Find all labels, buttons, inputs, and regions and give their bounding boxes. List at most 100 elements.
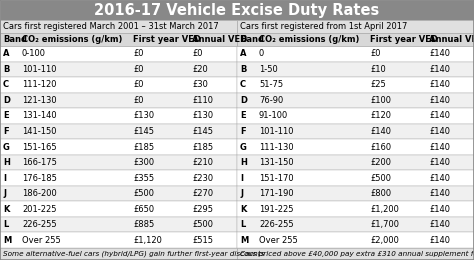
Text: CO₂ emissions (g/km): CO₂ emissions (g/km) bbox=[259, 35, 359, 44]
Text: £140: £140 bbox=[429, 80, 450, 89]
Text: H: H bbox=[3, 158, 10, 167]
Bar bbox=[0, 155, 237, 170]
Text: Annual VED: Annual VED bbox=[429, 35, 474, 44]
Bar bbox=[237, 139, 474, 155]
Bar bbox=[0, 20, 237, 33]
Bar bbox=[0, 248, 237, 260]
Bar bbox=[237, 93, 474, 108]
Bar bbox=[237, 77, 474, 93]
Bar bbox=[237, 155, 474, 170]
Text: 76-90: 76-90 bbox=[259, 96, 283, 105]
Bar bbox=[0, 77, 237, 93]
Text: £185: £185 bbox=[192, 142, 213, 152]
Text: £1,700: £1,700 bbox=[370, 220, 399, 229]
Text: £500: £500 bbox=[370, 174, 391, 183]
Bar bbox=[0, 108, 237, 124]
Text: J: J bbox=[240, 189, 243, 198]
Text: £140: £140 bbox=[429, 127, 450, 136]
Bar bbox=[237, 170, 474, 186]
Text: £130: £130 bbox=[133, 112, 154, 120]
Bar bbox=[237, 124, 474, 139]
Bar bbox=[0, 217, 237, 232]
Text: 151-165: 151-165 bbox=[22, 142, 56, 152]
Text: K: K bbox=[3, 205, 9, 214]
Text: £100: £100 bbox=[370, 96, 391, 105]
Text: 176-185: 176-185 bbox=[22, 174, 57, 183]
Text: L: L bbox=[240, 220, 245, 229]
Text: £230: £230 bbox=[192, 174, 213, 183]
Text: G: G bbox=[240, 142, 247, 152]
Text: £20: £20 bbox=[192, 65, 208, 74]
Text: £140: £140 bbox=[429, 112, 450, 120]
Text: £140: £140 bbox=[370, 127, 391, 136]
Text: L: L bbox=[3, 220, 8, 229]
Text: £800: £800 bbox=[370, 189, 391, 198]
Text: 101-110: 101-110 bbox=[22, 65, 56, 74]
Text: First year VED: First year VED bbox=[133, 35, 201, 44]
Text: 171-190: 171-190 bbox=[259, 189, 293, 198]
Text: 191-225: 191-225 bbox=[259, 205, 293, 214]
Bar bbox=[237, 232, 474, 248]
Text: £140: £140 bbox=[429, 205, 450, 214]
Text: £650: £650 bbox=[133, 205, 154, 214]
Text: C: C bbox=[3, 80, 9, 89]
Bar bbox=[237, 248, 474, 260]
Text: 51-75: 51-75 bbox=[259, 80, 283, 89]
Bar bbox=[0, 202, 237, 217]
Text: 2016-17 Vehicle Excise Duty Rates: 2016-17 Vehicle Excise Duty Rates bbox=[94, 3, 380, 17]
Text: £140: £140 bbox=[429, 189, 450, 198]
Text: 91-100: 91-100 bbox=[259, 112, 288, 120]
Text: M: M bbox=[3, 236, 11, 245]
Text: £110: £110 bbox=[192, 96, 213, 105]
Text: £140: £140 bbox=[429, 142, 450, 152]
Text: £515: £515 bbox=[192, 236, 213, 245]
Text: £160: £160 bbox=[370, 142, 391, 152]
Text: £1,200: £1,200 bbox=[370, 205, 399, 214]
Text: Over 255: Over 255 bbox=[22, 236, 61, 245]
Text: £500: £500 bbox=[192, 220, 213, 229]
Bar bbox=[0, 93, 237, 108]
Bar bbox=[0, 232, 237, 248]
Text: £25: £25 bbox=[370, 80, 386, 89]
Text: 1-50: 1-50 bbox=[259, 65, 278, 74]
Text: 166-175: 166-175 bbox=[22, 158, 57, 167]
Text: 131-140: 131-140 bbox=[22, 112, 56, 120]
Text: M: M bbox=[240, 236, 248, 245]
Bar bbox=[237, 217, 474, 232]
Text: Cars first registered March 2001 – 31st March 2017: Cars first registered March 2001 – 31st … bbox=[3, 22, 219, 31]
Text: £500: £500 bbox=[133, 189, 154, 198]
Text: 111-130: 111-130 bbox=[259, 142, 293, 152]
Text: £140: £140 bbox=[429, 96, 450, 105]
Bar bbox=[0, 170, 237, 186]
Text: £210: £210 bbox=[192, 158, 213, 167]
Text: 0: 0 bbox=[259, 49, 264, 58]
Bar bbox=[237, 46, 474, 62]
Text: £1,120: £1,120 bbox=[133, 236, 162, 245]
Text: £295: £295 bbox=[192, 205, 213, 214]
Text: £120: £120 bbox=[370, 112, 391, 120]
Text: £0: £0 bbox=[133, 65, 144, 74]
Text: £885: £885 bbox=[133, 220, 154, 229]
Text: 151-170: 151-170 bbox=[259, 174, 293, 183]
Text: I: I bbox=[240, 174, 243, 183]
Text: £30: £30 bbox=[192, 80, 208, 89]
Text: 111-120: 111-120 bbox=[22, 80, 56, 89]
Text: 101-110: 101-110 bbox=[259, 127, 293, 136]
Text: £130: £130 bbox=[192, 112, 213, 120]
Text: E: E bbox=[240, 112, 246, 120]
Text: E: E bbox=[3, 112, 9, 120]
Text: Over 255: Over 255 bbox=[259, 236, 298, 245]
Text: 226-255: 226-255 bbox=[22, 220, 56, 229]
Text: £140: £140 bbox=[429, 236, 450, 245]
Text: £140: £140 bbox=[429, 220, 450, 229]
Text: £2,000: £2,000 bbox=[370, 236, 399, 245]
Text: £0: £0 bbox=[192, 49, 202, 58]
Bar bbox=[0, 46, 237, 62]
Text: CO₂ emissions (g/km): CO₂ emissions (g/km) bbox=[22, 35, 122, 44]
Text: £270: £270 bbox=[192, 189, 213, 198]
Text: G: G bbox=[3, 142, 10, 152]
Bar bbox=[0, 33, 237, 46]
Text: £0: £0 bbox=[133, 96, 144, 105]
Text: £0: £0 bbox=[370, 49, 381, 58]
Text: 131-150: 131-150 bbox=[259, 158, 293, 167]
